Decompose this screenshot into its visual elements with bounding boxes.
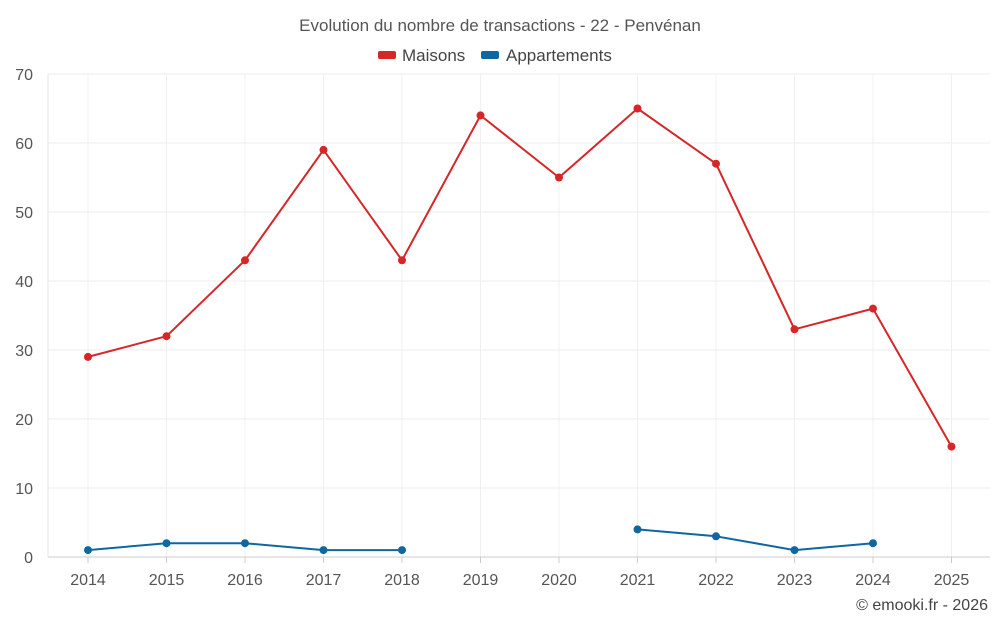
x-tick-label: 2015 (149, 572, 185, 589)
legend-swatch-appartements (481, 51, 499, 59)
x-tick-label: 2019 (463, 572, 499, 589)
series-line-maisons (87, 107, 953, 448)
data-point-maisons[interactable] (633, 104, 642, 113)
y-tick-label: 50 (15, 205, 33, 222)
y-tick-label: 0 (24, 550, 33, 567)
data-point-maisons[interactable] (162, 332, 171, 341)
x-tick-label: 2018 (384, 572, 420, 589)
data-point-appartements[interactable] (84, 546, 92, 555)
axes: 0 10 20 30 40 50 60 70 2014 2015 2016 2017 2018 2019 2… (15, 67, 990, 589)
data-point-appartements[interactable] (241, 539, 249, 548)
x-tick-label: 2025 (934, 572, 970, 589)
data-point-appartements[interactable] (162, 539, 171, 548)
y-tick-label: 70 (15, 67, 33, 84)
data-point-maisons[interactable] (398, 256, 406, 265)
y-tick-label: 60 (15, 136, 33, 153)
data-point-appartements[interactable] (869, 539, 877, 548)
grid (48, 73, 990, 558)
data-point-maisons[interactable] (555, 173, 563, 182)
series-maisons (84, 104, 956, 451)
data-point-maisons[interactable] (476, 111, 485, 120)
y-tick-label: 40 (15, 274, 33, 291)
data-point-maisons[interactable] (712, 159, 720, 168)
series-layer (84, 104, 956, 555)
data-point-maisons[interactable] (241, 256, 249, 265)
data-point-appartements[interactable] (633, 525, 642, 534)
y-tick-label: 10 (15, 481, 33, 498)
y-tick-label: 20 (15, 412, 33, 429)
x-tick-label: 2021 (620, 572, 656, 589)
legend-label-maisons: Maisons (402, 46, 465, 65)
data-point-appartements[interactable] (712, 532, 720, 541)
data-point-appartements[interactable] (398, 546, 406, 555)
series-line-appartements (637, 528, 874, 552)
data-point-maisons[interactable] (84, 352, 92, 361)
y-tick-label: 30 (15, 343, 33, 360)
data-point-appartements[interactable] (790, 546, 799, 555)
data-point-maisons[interactable] (319, 145, 328, 154)
legend-item-maisons[interactable]: Maisons (378, 46, 465, 65)
credit-text: © emooki.fr - 2026 (856, 597, 988, 614)
x-tick-label: 2020 (541, 572, 577, 589)
legend-label-appartements: Appartements (506, 46, 612, 65)
legend-swatch-maisons (378, 51, 396, 59)
legend-item-appartements[interactable]: Appartements (481, 46, 612, 65)
data-point-maisons[interactable] (790, 325, 799, 334)
chart-title: Evolution du nombre de transactions - 22… (299, 16, 701, 35)
data-point-maisons[interactable] (869, 304, 877, 313)
legend: Maisons Appartements (378, 46, 612, 65)
data-point-maisons[interactable] (947, 442, 956, 451)
data-point-appartements[interactable] (319, 546, 328, 555)
x-tick-label: 2017 (306, 572, 342, 589)
x-tick-label: 2014 (70, 572, 106, 589)
x-tick-label: 2023 (777, 572, 813, 589)
x-tick-label: 2016 (227, 572, 263, 589)
series-appartements (84, 525, 877, 555)
x-tick-label: 2022 (698, 572, 734, 589)
x-tick-label: 2024 (855, 572, 891, 589)
